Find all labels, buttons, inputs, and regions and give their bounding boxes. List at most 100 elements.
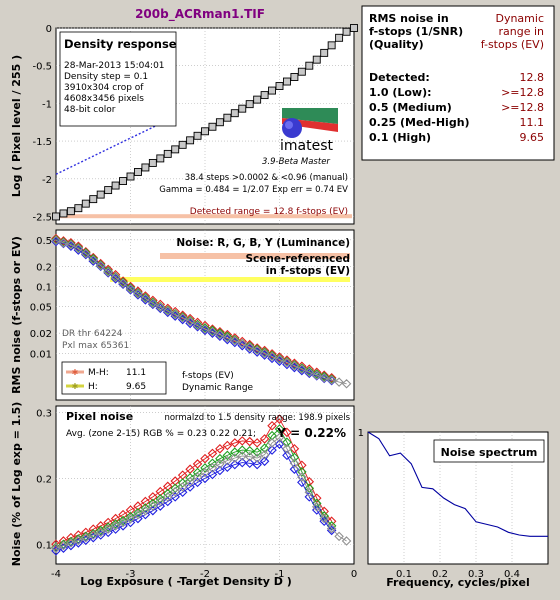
noise-fstops-marker-R [326, 373, 337, 383]
density-step-marker [297, 67, 306, 76]
density-detected-range: Detected range = 12.8 f-stops (EV) [190, 207, 348, 217]
pixel-noise-marker-R [282, 427, 292, 438]
y-tick-label: 0.2 [36, 262, 52, 273]
pixel-noise-marker-Y [200, 467, 210, 478]
noise-fstops-marker-Y [110, 272, 121, 283]
detected-range-band [58, 214, 352, 219]
pixel-noise-marker-Y [282, 444, 292, 454]
noise-fstops-marker-G [177, 312, 188, 322]
pixel-noise-marker-R [95, 521, 106, 531]
y-tick-label: 0.01 [30, 349, 52, 360]
noise-fstops-marker-B [103, 268, 113, 278]
y-tick-label: -2 [42, 175, 52, 186]
density-step-marker [201, 127, 209, 136]
pixel-noise-marker-G [103, 522, 113, 532]
noise-fstops-marker-G [222, 331, 233, 342]
y-tick-label: 0.3 [36, 409, 52, 420]
noise-fstops-marker-G [311, 369, 322, 379]
y-tick-label: 0.5 [36, 236, 52, 247]
noise-fstops-marker-Y [326, 375, 337, 385]
density-step-marker [66, 207, 75, 216]
noise-fstops-marker-B [148, 299, 158, 310]
pixel-noise-marker-G [215, 453, 225, 464]
noise-fstops-marker-Y [185, 316, 195, 327]
density-step-marker [223, 113, 232, 122]
noise-fstops-marker-B [289, 362, 300, 373]
pixel-noise-marker-Y [297, 472, 307, 482]
pixel-noise-marker-B [125, 517, 136, 528]
pixel-noise-marker-B [259, 456, 270, 467]
noise-fstops-marker-B [110, 274, 121, 284]
pixel-noise-marker-G [289, 452, 300, 463]
pixel-noise-marker-Y [170, 486, 180, 497]
noise-fstops-marker-R [267, 349, 277, 359]
density-info-line: 4608x3456 pixels [64, 94, 144, 104]
noise-fstops-marker-B [118, 279, 128, 290]
pixel-noise-marker-R [259, 434, 270, 444]
dr-threshold-text: DR thr 64224 [62, 329, 123, 339]
y-tick-label: -2.5 [32, 212, 52, 223]
legend-marker-high: ✱ [72, 382, 79, 391]
pixel-noise-marker-Y [319, 513, 329, 524]
noise-fstops-marker-G [282, 356, 292, 367]
pixel-noise-marker-Y [81, 532, 91, 543]
noise-fstops-marker-G [297, 363, 307, 373]
noise-fstops-marker-Y [66, 240, 76, 250]
noise-fstops-marker-R [319, 370, 329, 380]
pixel-noise-marker-Y [274, 432, 285, 443]
density-step-marker [335, 33, 344, 42]
pixel-noise-marker-B [192, 477, 203, 488]
noise-fstops-marker-Y [73, 243, 84, 254]
density-step-marker [186, 136, 195, 145]
pixel-noise-marker-G [222, 450, 233, 461]
pixel-noise-marker-R [148, 492, 158, 502]
density-y-ticks: 0 -0.5 -1 -1.5 -2 -2.5 [32, 24, 52, 223]
noise-fstops-marker-G [252, 344, 262, 355]
noise-fstops-marker-R [58, 236, 69, 246]
density-step-marker [245, 100, 254, 109]
noise-fstops-marker-R [311, 367, 322, 378]
noise-fstops-marker-Y [200, 324, 210, 334]
density-step-marker [215, 118, 224, 127]
noise-fstops-marker-G [244, 341, 255, 351]
pixel-noise-marker-Y [326, 523, 337, 534]
density-step-marker [74, 204, 83, 213]
pixel-noise-marker-Y [125, 513, 136, 524]
table-header-right-2: range in [498, 25, 544, 38]
y-tick-label: 0.1 [36, 540, 52, 551]
noise-fstops-marker-Y [244, 342, 255, 352]
pixel-noise-marker-R [267, 420, 277, 431]
y-tick-label: 1 [358, 428, 364, 439]
pixel-noise-marker-Y [215, 459, 225, 469]
noise-fstops-marker-Y [177, 313, 188, 323]
pixel-noise-marker-G [230, 447, 240, 457]
pixel-noise-marker-R [230, 438, 240, 448]
results-table [361, 5, 555, 161]
pixel-noise-marker-Y [237, 451, 248, 461]
noise-fstops-y-ticks: 0.5 0.2 0.1 0.05 0.02 0.01 [30, 236, 52, 361]
noise-fstops-title: Noise: R, G, B, Y (Luminance) [176, 237, 350, 249]
density-step-marker [193, 131, 202, 140]
density-info-line: 28-Mar-2013 15:04:01 [64, 61, 165, 71]
pixel-noise-marker-G [207, 458, 218, 469]
density-step-marker [253, 95, 262, 104]
x-tick-label: 0.3 [468, 569, 484, 580]
y-tick-label: 0.2 [36, 474, 52, 485]
pixel-noise-marker-B [200, 473, 210, 484]
pixel-noise-marker-G [95, 525, 106, 536]
density-step-marker [104, 186, 113, 195]
pixel-noise-marker-R [244, 436, 255, 447]
noise-fstops-marker-B [162, 307, 173, 318]
pixel-noise-marker-R [274, 414, 285, 424]
density-step-marker [111, 181, 120, 190]
y-tick-label: 0 [46, 24, 52, 35]
pixel-noise-average: Avg. (zone 2-15) RGB % = 0.23 0.22 0.21; [66, 429, 256, 439]
pixel-noise-marker-Y [252, 453, 262, 463]
noise-fstops-marker-Y [215, 329, 225, 340]
noise-fstops-marker-Y [282, 357, 292, 368]
density-step-marker [59, 209, 68, 218]
noise-fstops-marker-Y [81, 248, 91, 259]
pixel-noise-marker-Y [267, 438, 277, 448]
noise-fstops-marker-B [192, 321, 203, 332]
pixel-noise-marker-R [252, 438, 262, 448]
